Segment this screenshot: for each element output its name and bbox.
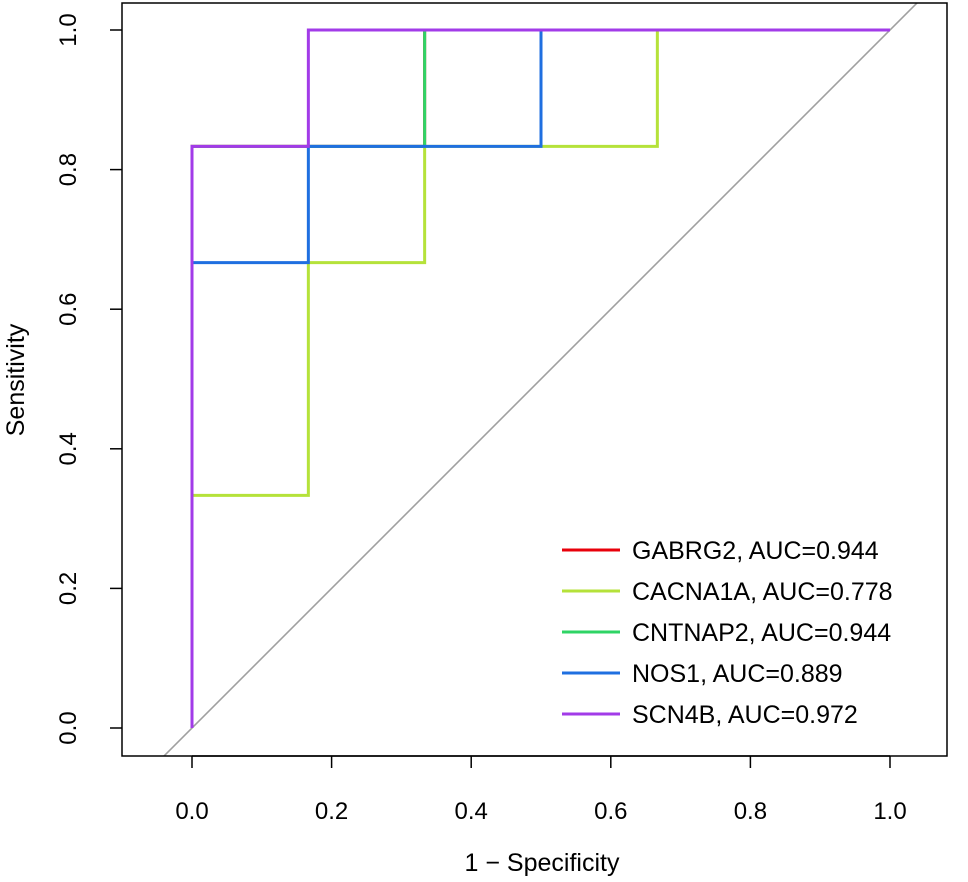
y-tick-label-2: 0.4: [55, 432, 82, 465]
y-axis-label: Sensitivity: [2, 323, 30, 436]
x-axis-label: 1 − Specificity: [465, 849, 620, 877]
legend-label-3: NOS1, AUC=0.889: [632, 660, 843, 688]
reference-diagonal-line: [162, 3, 919, 756]
x-tick-label-0: 0.0: [175, 798, 208, 825]
y-tick-label-1: 0.2: [55, 572, 82, 605]
x-tick-label-3: 0.6: [594, 798, 627, 825]
y-tick-label-3: 0.6: [55, 293, 82, 326]
legend-label-2: CNTNAP2, AUC=0.944: [632, 619, 891, 647]
legend-label-0: GABRG2, AUC=0.944: [632, 537, 879, 565]
x-tick-label-1: 0.2: [315, 798, 348, 825]
series-line-4: [190, 28, 890, 728]
y-tick-label-5: 1.0: [55, 13, 82, 46]
legend: GABRG2, AUC=0.944 CACNA1A, AUC=0.778 CNTNA…: [562, 537, 893, 729]
series-line-1: [190, 28, 890, 728]
legend-label-4: SCN4B, AUC=0.972: [632, 701, 858, 729]
x-tick-label-4: 0.8: [734, 798, 767, 825]
y-tick-label-4: 0.8: [55, 153, 82, 186]
x-tick-label-5: 1.0: [873, 798, 906, 825]
legend-label-1: CACNA1A, AUC=0.778: [632, 578, 893, 606]
x-axis: 0.0 0.2 0.4 0.6 0.8 1.0: [175, 755, 907, 825]
x-tick-label-2: 0.4: [455, 798, 488, 825]
y-axis: 0.0 0.2 0.4 0.6 0.8 1.0: [55, 13, 122, 745]
y-tick-label-0: 0.0: [55, 711, 82, 744]
